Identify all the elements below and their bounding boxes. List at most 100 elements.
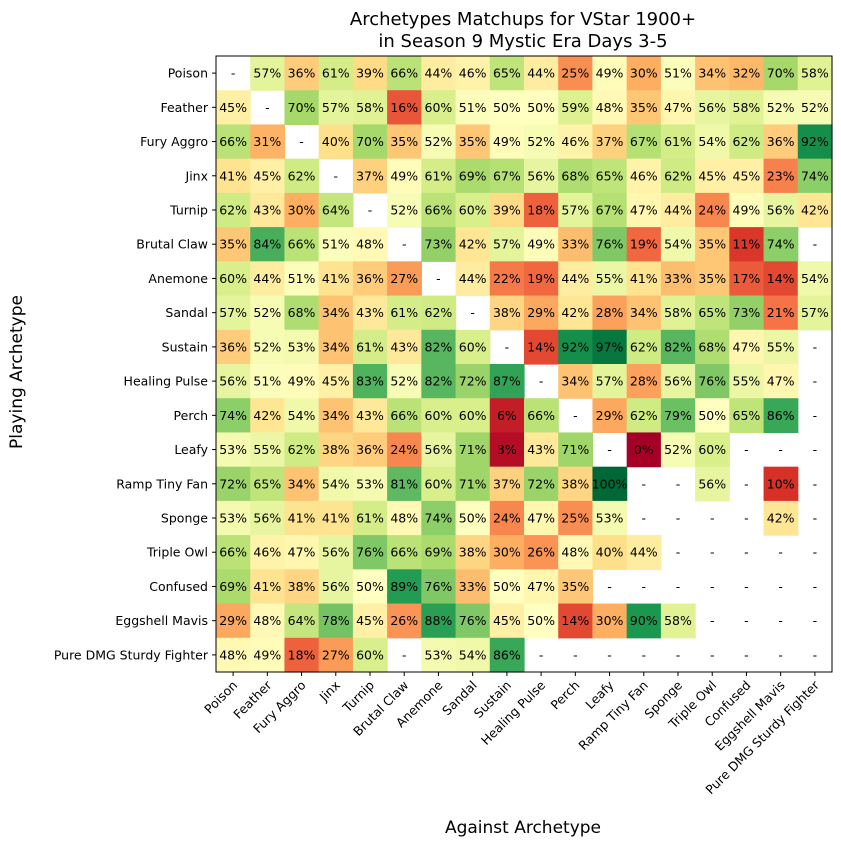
heatmap-cell	[421, 500, 457, 536]
cell-value-label: 56%	[219, 374, 247, 389]
cell-value-label: 14%	[527, 339, 555, 354]
cell-value-label: 27%	[390, 271, 418, 286]
heatmap-cell	[387, 295, 422, 331]
heatmap-cell	[729, 261, 765, 297]
heatmap-cell	[284, 500, 320, 536]
cell-value-label: -	[744, 579, 749, 594]
heatmap-cell	[284, 329, 320, 365]
cell-value-label: 67%	[630, 134, 658, 149]
heatmap-cell	[763, 500, 799, 536]
heatmap-cell	[387, 90, 422, 126]
cell-value-label: 56%	[664, 374, 692, 389]
cell-value-label: 16%	[390, 100, 418, 115]
heatmap-cell	[695, 261, 730, 297]
y-axis-label: Playing Archetype	[7, 295, 27, 449]
heatmap-cell	[660, 432, 696, 468]
cell-value-label: -	[642, 647, 647, 662]
cell-value-label: 69%	[219, 579, 247, 594]
cell-value-label: 50%	[459, 511, 487, 526]
cell-value-label: 39%	[493, 203, 521, 218]
heatmap-cell	[489, 227, 525, 262]
cell-value-label: 55%	[733, 374, 761, 389]
heatmap-cell	[729, 124, 765, 160]
heatmap-cell	[250, 158, 286, 194]
heatmap-cell	[797, 158, 833, 194]
cell-value-label: 68%	[288, 305, 316, 320]
cell-value-label: 87%	[493, 374, 521, 389]
cell-value-label: 62%	[425, 305, 453, 320]
y-tick-label: Triple Owl	[146, 545, 208, 560]
cell-value-label: 65%	[733, 408, 761, 423]
cell-value-label: 81%	[390, 476, 418, 491]
heatmap-cell	[352, 90, 388, 126]
cell-value-label: 35%	[698, 237, 726, 252]
heatmap-cell	[489, 192, 525, 228]
cell-value-label: 60%	[356, 647, 384, 662]
heatmap-cell	[318, 295, 354, 331]
cell-value-label: 66%	[219, 134, 247, 149]
cell-value-label: 43%	[356, 408, 384, 423]
cell-value-label: 49%	[493, 134, 521, 149]
heatmap-cell	[558, 261, 594, 297]
cell-value-label: 49%	[253, 647, 281, 662]
y-tick-label: Brutal Claw	[136, 237, 208, 252]
heatmap-cell	[216, 466, 251, 502]
cell-value-label: 42%	[459, 237, 487, 252]
heatmap-cell	[695, 158, 730, 194]
y-tick-label: Feather	[160, 100, 208, 115]
cell-value-label: -	[231, 66, 236, 81]
cell-value-label: 27%	[322, 647, 350, 662]
heatmap-cell	[250, 227, 286, 262]
cell-value-label: 49%	[596, 66, 624, 81]
heatmap-cell	[216, 261, 251, 297]
cell-value-label: 52%	[390, 203, 418, 218]
cell-value-label: 57%	[253, 66, 281, 81]
cell-value-label: 41%	[288, 511, 316, 526]
cell-value-label: 32%	[733, 66, 761, 81]
heatmap-cell	[626, 56, 662, 91]
heatmap-cell	[387, 192, 422, 228]
x-tick-label: Jinx	[316, 678, 343, 705]
heatmap-cell	[421, 295, 457, 331]
heatmap-cell	[489, 364, 525, 399]
heatmap-cell	[318, 227, 354, 262]
cell-value-label: 48%	[253, 613, 281, 628]
cell-value-label: -	[778, 545, 783, 560]
heatmap-cell	[695, 90, 730, 126]
cell-value-label: 68%	[698, 339, 726, 354]
heatmap-cell	[387, 364, 422, 399]
heatmap-cell	[489, 90, 525, 126]
heatmap-cell	[387, 432, 422, 468]
heatmap-cell	[626, 227, 662, 262]
cell-value-label: 36%	[767, 134, 795, 149]
cell-value-label: 53%	[425, 647, 453, 662]
cell-value-label: 52%	[390, 374, 418, 389]
cell-value-label: -	[539, 647, 544, 662]
cell-value-label: 60%	[459, 203, 487, 218]
heatmap-cell	[660, 90, 696, 126]
heatmap-cell	[763, 398, 799, 434]
heatmap-cell	[558, 56, 594, 91]
cell-value-label: 40%	[322, 134, 350, 149]
cell-value-label: 34%	[630, 305, 658, 320]
heatmap-cell	[421, 364, 457, 399]
cell-value-label: 65%	[698, 305, 726, 320]
cell-value-label: 37%	[493, 476, 521, 491]
cell-value-label: 36%	[288, 66, 316, 81]
cell-value-label: 84%	[253, 237, 281, 252]
cell-value-label: 41%	[322, 271, 350, 286]
heatmap-cell	[250, 466, 286, 502]
heatmap-cell	[352, 56, 388, 91]
heatmap-cell	[524, 466, 559, 502]
cell-value-label: 28%	[596, 305, 624, 320]
heatmap-cell	[421, 90, 457, 126]
heatmap-cell	[455, 364, 491, 399]
heatmap-cell	[695, 364, 730, 399]
heatmap-cell	[660, 227, 696, 262]
cell-value-label: 35%	[698, 271, 726, 286]
cell-value-label: -	[676, 647, 681, 662]
cell-value-label: 36%	[356, 442, 384, 457]
heatmap-cell	[318, 56, 354, 91]
heatmap-cell	[352, 261, 388, 297]
